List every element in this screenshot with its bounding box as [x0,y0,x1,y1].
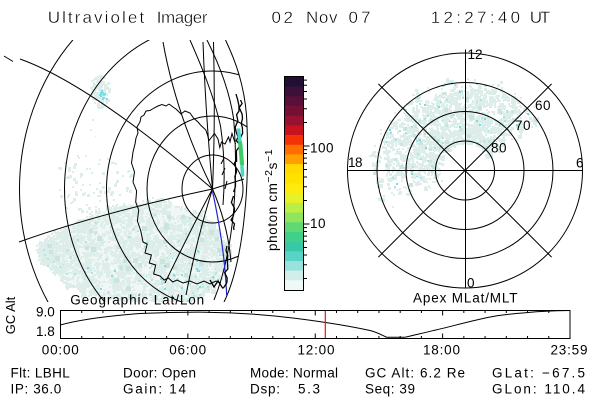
svg-text:80: 80 [491,140,507,155]
svg-text:18:00: 18:00 [423,343,460,358]
svg-text:UT: UT [530,8,551,27]
svg-text:9.0: 9.0 [36,305,55,320]
svg-text:Dsp:: Dsp: [250,382,280,397]
svg-text:100: 100 [310,140,334,155]
svg-text:00:00: 00:00 [42,343,79,358]
svg-text:1.8: 1.8 [36,324,55,339]
svg-text:GC Alt: GC Alt [3,296,18,334]
svg-text:Apex MLat/MLT: Apex MLat/MLT [413,290,518,305]
svg-text:Ultraviolet: Ultraviolet [48,8,145,27]
svg-text:Imager: Imager [157,8,208,27]
svg-text:Flt: LBHL: Flt: LBHL [11,366,71,381]
svg-text:GLon: 110.4: GLon: 110.4 [492,382,585,397]
svg-text:Mode: Normal: Mode: Normal [250,366,338,381]
svg-text:Gain: 14: Gain: 14 [123,382,186,397]
svg-text:5.3: 5.3 [298,382,320,397]
svg-text:Nov: Nov [306,8,338,27]
svg-text:0: 0 [467,276,475,291]
svg-text:12:00: 12:00 [298,343,335,358]
svg-text:70: 70 [515,118,531,133]
svg-text:23:59: 23:59 [551,343,588,358]
svg-text:6: 6 [576,156,584,171]
svg-text:IP: 36.0: IP: 36.0 [11,382,62,397]
svg-text:60: 60 [535,98,551,113]
svg-text:photon cm−2s−1: photon cm−2s−1 [263,149,280,251]
svg-text:GLat: −67.5: GLat: −67.5 [492,366,585,381]
svg-text:Seq: 39: Seq: 39 [365,382,415,397]
svg-text:GC Alt: 6.2 Re: GC Alt: 6.2 Re [365,366,465,381]
svg-text:Door: Open: Door: Open [123,366,196,381]
svg-text:06:00: 06:00 [169,343,206,358]
svg-text:Geographic Lat/Lon: Geographic Lat/Lon [70,293,204,308]
svg-text:18: 18 [348,155,363,170]
svg-text:10: 10 [310,216,326,231]
svg-text:12: 12 [468,47,483,62]
